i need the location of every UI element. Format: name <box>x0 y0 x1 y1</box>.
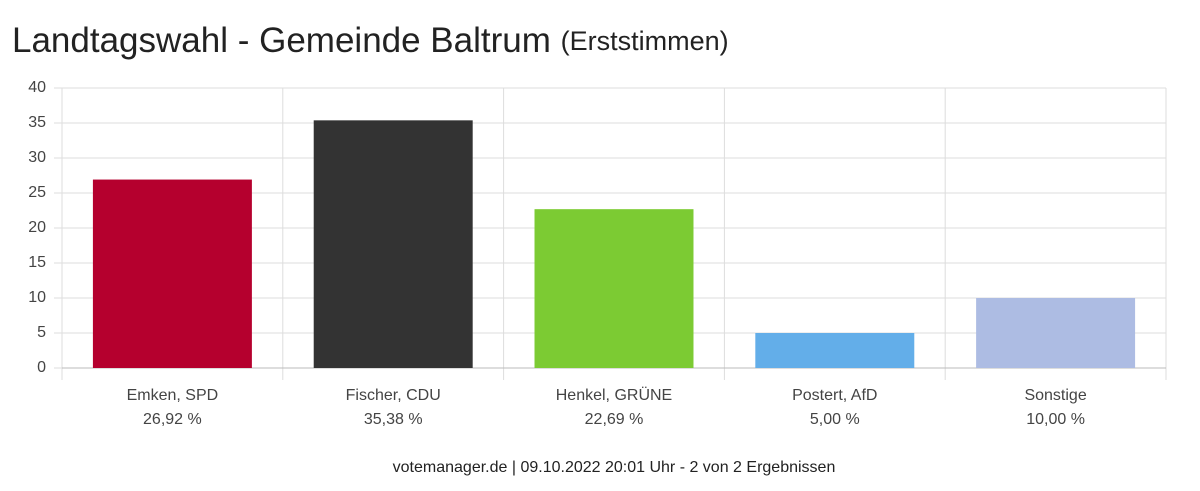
y-tick-label: 15 <box>28 254 46 271</box>
y-tick-label: 35 <box>28 114 46 131</box>
y-tick-label: 5 <box>37 324 46 341</box>
x-tick-label: Fischer, CDU <box>346 387 441 404</box>
bar <box>534 209 694 368</box>
value-label: 22,69 % <box>585 411 644 428</box>
x-tick-label: Sonstige <box>1024 387 1086 404</box>
y-tick-label: 40 <box>28 79 46 96</box>
y-tick-label: 0 <box>37 359 46 376</box>
x-tick-label: Henkel, GRÜNE <box>556 386 672 404</box>
title: Landtagswahl - Gemeinde Baltrum <box>12 21 551 60</box>
y-tick-label: 20 <box>28 219 46 236</box>
x-tick-label: Emken, SPD <box>127 387 219 404</box>
chart-title: Landtagswahl - Gemeinde Baltrum (Erststi… <box>12 21 729 60</box>
value-label: 5,00 % <box>810 411 860 428</box>
bar <box>755 333 915 368</box>
bar <box>92 179 252 368</box>
y-tick-label: 25 <box>28 184 46 201</box>
bar <box>976 298 1136 368</box>
value-label: 26,92 % <box>143 411 202 428</box>
footer: votemanager.de | 09.10.2022 20:01 Uhr - … <box>393 459 836 476</box>
y-tick-label: 30 <box>28 149 46 166</box>
value-label: 10,00 % <box>1026 411 1085 428</box>
subtitle: (Erststimmen) <box>561 26 729 56</box>
x-tick-label: Postert, AfD <box>792 387 877 404</box>
bar <box>313 120 473 368</box>
y-tick-label: 10 <box>28 289 46 306</box>
value-label: 35,38 % <box>364 411 423 428</box>
